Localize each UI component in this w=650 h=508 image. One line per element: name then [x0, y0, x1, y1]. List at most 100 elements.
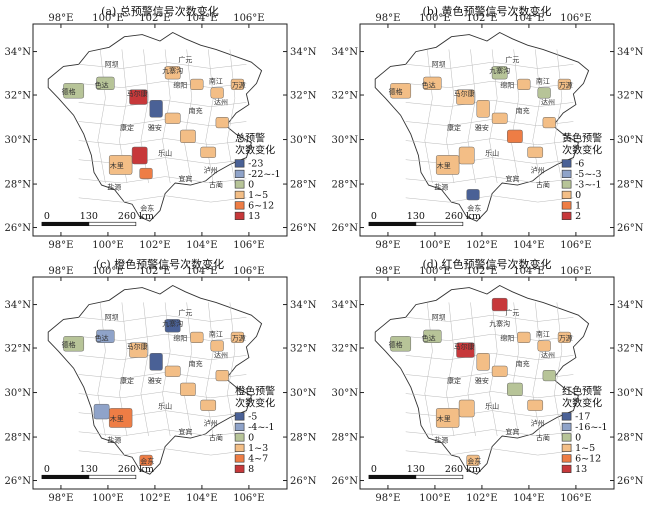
county-boundary — [78, 391, 247, 399]
place-label: 九寨沟 — [489, 66, 510, 75]
scale-label: 130 — [407, 211, 425, 222]
place-label: 九寨沟 — [162, 66, 183, 75]
x-tick-label: 104°E — [513, 240, 544, 251]
county-fill — [491, 66, 508, 80]
place-label: 会东 — [140, 204, 154, 213]
place-label: 雅安 — [148, 123, 162, 132]
place-label: 乐山 — [485, 401, 499, 410]
legend-label: -22~-1 — [248, 169, 281, 180]
x-tick-label: 104°E — [513, 13, 544, 24]
x-tick-label: 98°E — [48, 240, 73, 251]
y-tick-label: 26°N — [290, 476, 317, 487]
legend-swatch — [561, 433, 572, 442]
county-fill — [517, 331, 531, 343]
county-fill — [456, 89, 475, 105]
legend-label: -6 — [575, 159, 584, 170]
legend-label: 4~7 — [248, 454, 268, 465]
y-tick-label: 28°N — [5, 180, 32, 191]
county-fill — [542, 370, 556, 382]
legend-label: -5 — [248, 412, 257, 423]
county-boundary — [510, 49, 520, 184]
county-boundary — [424, 49, 433, 184]
place-label: 康定 — [120, 123, 134, 132]
x-tick-label: 104°E — [186, 493, 217, 504]
legend-title: 橙色预警 — [235, 385, 275, 398]
county-fill — [180, 129, 196, 143]
county-boundary — [405, 448, 574, 456]
legend-label: 1~5 — [248, 190, 268, 201]
place-label: 德格 — [389, 340, 403, 349]
county-boundary — [405, 195, 574, 203]
scale-bar — [88, 221, 137, 227]
x-tick-label: 100°E — [92, 266, 123, 277]
legend-label: 6~12 — [575, 454, 601, 465]
place-label: 宜宾 — [505, 427, 519, 436]
county-fill — [200, 146, 217, 158]
place-label: 万源 — [559, 81, 573, 90]
place-label: 南江 — [536, 329, 550, 338]
scale-bar — [41, 474, 90, 480]
legend-label: -3~-1 — [575, 180, 601, 191]
y-tick-label: 30°N — [332, 135, 359, 146]
legend-swatch — [561, 211, 572, 220]
legend-label: 1 — [575, 201, 581, 212]
place-label: 色达 — [422, 81, 436, 90]
scale-label: 0 — [371, 211, 377, 222]
y-tick-label: 30°N — [290, 388, 317, 399]
y-tick-label: 32°N — [5, 91, 32, 102]
county-fill — [63, 83, 85, 99]
x-tick-label: 102°E — [466, 13, 497, 24]
county-boundary — [405, 100, 574, 107]
legend-label: 1~5 — [575, 443, 595, 454]
place-label: 古蔺 — [536, 433, 550, 442]
county-fill — [164, 319, 181, 333]
x-tick-label: 98°E — [375, 13, 400, 24]
place-label: 宜宾 — [178, 427, 192, 436]
x-tick-label: 106°E — [560, 13, 591, 24]
scale-bar — [41, 221, 90, 227]
county-fill — [230, 78, 245, 90]
scale-label: 260 km — [445, 211, 481, 222]
y-tick-label: 34°N — [332, 47, 359, 58]
county-boundary — [140, 302, 149, 437]
legend-title: 黄色预警 — [562, 132, 602, 145]
county-fill — [491, 297, 508, 312]
x-tick-label: 102°E — [466, 493, 497, 504]
county-fill — [149, 100, 163, 118]
county-fill — [466, 189, 480, 201]
county-fill — [210, 87, 224, 99]
legend-swatch — [234, 422, 245, 431]
county-fill — [63, 336, 85, 352]
y-tick-label: 32°N — [332, 344, 359, 355]
county-fill — [164, 66, 181, 80]
county-boundary — [183, 49, 193, 184]
x-tick-label: 98°E — [48, 266, 73, 277]
place-label: 色达 — [95, 334, 109, 343]
county-fill — [230, 331, 245, 343]
x-tick-label: 104°E — [513, 266, 544, 277]
place-label: 会东 — [467, 204, 481, 213]
county-fill — [390, 336, 412, 352]
legend-label: -4~-1 — [248, 422, 274, 433]
county-fill — [190, 331, 204, 343]
place-label: 泸州 — [531, 418, 545, 427]
place-label: 会东 — [467, 457, 481, 466]
place-label: 木里 — [110, 414, 124, 423]
place-label: 广元 — [505, 308, 519, 317]
scale-bar — [415, 221, 464, 227]
county-fill — [96, 76, 115, 90]
place-label: 康定 — [447, 376, 461, 385]
y-tick-label: 30°N — [617, 388, 644, 399]
county-fill — [96, 329, 115, 343]
legend-swatch — [561, 180, 572, 189]
y-tick-label: 32°N — [290, 344, 317, 355]
y-tick-label: 28°N — [290, 180, 317, 191]
scale-bar — [368, 474, 417, 480]
legend-label: 0 — [248, 180, 254, 191]
scale-label: 130 — [80, 211, 98, 222]
county-fill — [131, 146, 148, 165]
county-boundary — [78, 61, 247, 69]
